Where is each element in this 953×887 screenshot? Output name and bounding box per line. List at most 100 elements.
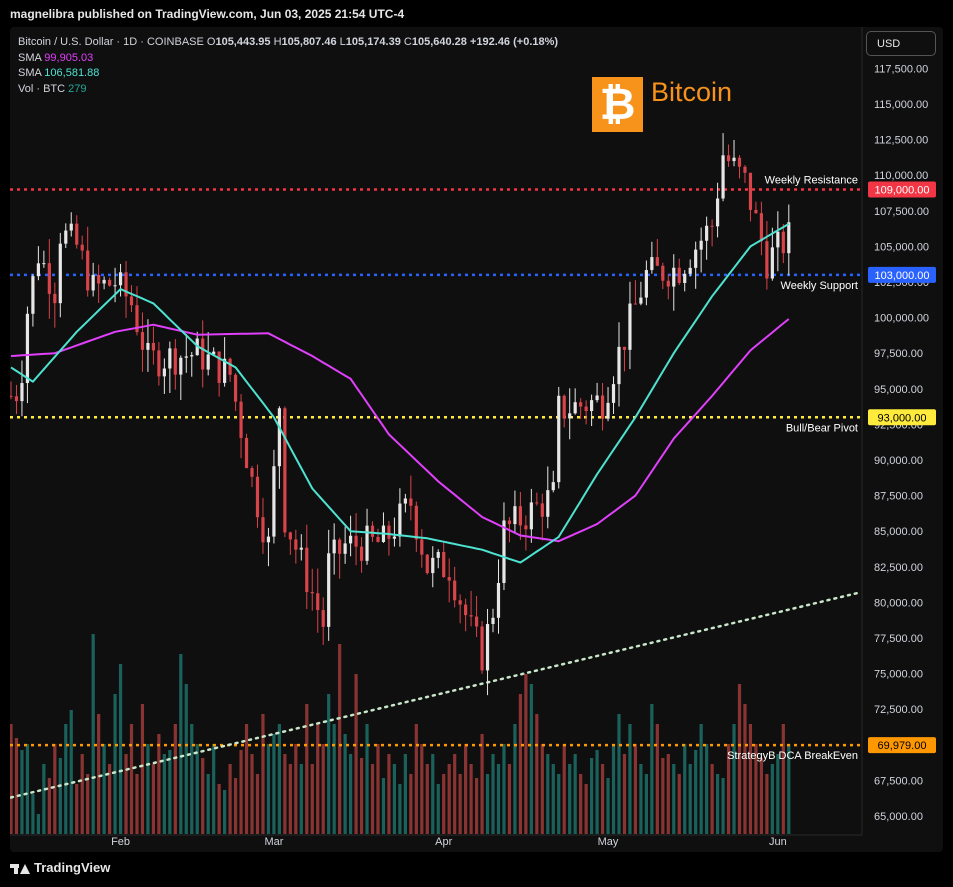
candle-body	[36, 263, 40, 277]
sma-slow-line	[10, 318, 790, 543]
volume-bar	[157, 734, 161, 834]
volume-bar	[201, 758, 205, 834]
candle-body	[261, 517, 265, 543]
candle-body	[179, 357, 183, 375]
open-value: 105,443.95	[215, 36, 271, 48]
candle-body	[540, 503, 544, 517]
volume-bar	[431, 754, 435, 834]
volume-bar	[726, 744, 731, 834]
trend-line	[10, 591, 862, 799]
candle-body	[244, 437, 249, 469]
volume-bar	[759, 758, 764, 834]
volume-bar	[546, 754, 550, 834]
y-tick-label: 90,000.00	[874, 455, 923, 467]
publisher-line: magnelibra published on TradingView.com,…	[10, 7, 405, 21]
volume-bar	[661, 758, 665, 834]
volume-bar	[387, 754, 391, 834]
volume-bar	[359, 758, 364, 834]
volume-row[interactable]: Vol · BTC 279	[18, 82, 87, 95]
y-tick-label: 77,500.00	[874, 633, 923, 645]
close-value: 105,640.28	[411, 36, 467, 48]
candle-body	[639, 297, 643, 304]
low-value: 105,174.39	[345, 36, 401, 48]
volume-bar	[754, 744, 758, 834]
volume-bar	[628, 724, 632, 834]
candle-body	[431, 557, 435, 574]
volume-bar	[223, 790, 227, 834]
volume-bar	[80, 754, 84, 834]
volume-bar	[639, 764, 643, 834]
volume-bar	[584, 784, 588, 834]
candle-body	[387, 525, 391, 539]
tradingview-footer[interactable]: TradingView	[10, 860, 110, 875]
candle-body	[255, 476, 260, 518]
candle-body	[507, 520, 512, 525]
price-chart[interactable]: 65,000.0067,500.0070,000.0072,500.0075,0…	[10, 27, 943, 852]
volume-bar	[453, 754, 457, 834]
volume-bar	[414, 724, 418, 834]
candle-body	[365, 525, 369, 561]
volume-bar	[496, 764, 501, 834]
candle-body	[294, 539, 298, 550]
volume-bar	[124, 754, 128, 834]
volume-bar	[250, 754, 254, 834]
y-tick-label: 72,500.00	[874, 704, 923, 716]
candle-body	[705, 225, 709, 241]
volume-bar	[748, 724, 753, 834]
candle-body	[64, 230, 68, 244]
chart-legend: Bitcoin / U.S. Dollar · 1D · COINBASE O1…	[18, 35, 558, 97]
volume-bar	[42, 764, 46, 834]
candle-body	[694, 249, 698, 268]
candle-body	[787, 222, 791, 254]
candle-body	[217, 351, 221, 383]
volume-bar	[146, 744, 150, 834]
candle-body	[622, 346, 627, 350]
volume-bar	[398, 784, 402, 834]
sma-slow-row[interactable]: SMA 106,581.88	[18, 67, 100, 79]
volume-bar	[53, 744, 57, 834]
candle-body	[721, 155, 725, 199]
candle-body	[447, 577, 451, 581]
volume-value: 279	[68, 82, 87, 95]
y-tick-label: 105,000.00	[874, 241, 929, 253]
candle-body	[502, 520, 506, 583]
volume-bar	[474, 778, 479, 834]
volume-bar	[715, 774, 720, 834]
sma-fast-row[interactable]: SMA 99,905.03	[18, 51, 94, 64]
candle-body	[606, 402, 610, 419]
volume-bar	[447, 764, 451, 834]
volume-bar	[677, 774, 681, 834]
sma-slow-value: 99,905.03	[44, 51, 94, 64]
candle-body	[754, 209, 758, 214]
currency-button[interactable]: USD	[866, 31, 936, 56]
volume-bar	[190, 724, 194, 834]
candle-body	[491, 617, 495, 625]
candle-body	[568, 413, 572, 419]
candle-body	[283, 408, 287, 533]
volume-bar	[25, 744, 30, 834]
candle-body	[562, 395, 566, 419]
candle-body	[184, 356, 188, 358]
volume-bar	[370, 764, 375, 834]
volume-bar	[524, 674, 528, 834]
volume-bar	[518, 694, 522, 834]
level-annotation: StrategyB DCA BreakEven	[727, 750, 858, 762]
chart-panel[interactable]: 65,000.0067,500.0070,000.0072,500.0075,0…	[10, 27, 943, 852]
volume-bar	[425, 764, 429, 834]
y-tick-label: 107,500.00	[874, 206, 929, 218]
volume-bar	[294, 744, 298, 834]
candle-body	[14, 396, 19, 402]
candle-body	[655, 257, 659, 266]
candle-body	[80, 244, 84, 251]
volume-bar	[20, 750, 24, 834]
volume-bar	[10, 724, 13, 834]
candle-body	[327, 553, 331, 627]
candle-body	[458, 600, 462, 605]
volume-bar	[97, 714, 101, 834]
volume-bar	[557, 774, 561, 834]
volume-bar	[600, 764, 605, 834]
candle-body	[677, 267, 681, 283]
volume-bar	[568, 764, 572, 834]
candle-body	[551, 482, 555, 491]
candle-body	[162, 368, 166, 377]
